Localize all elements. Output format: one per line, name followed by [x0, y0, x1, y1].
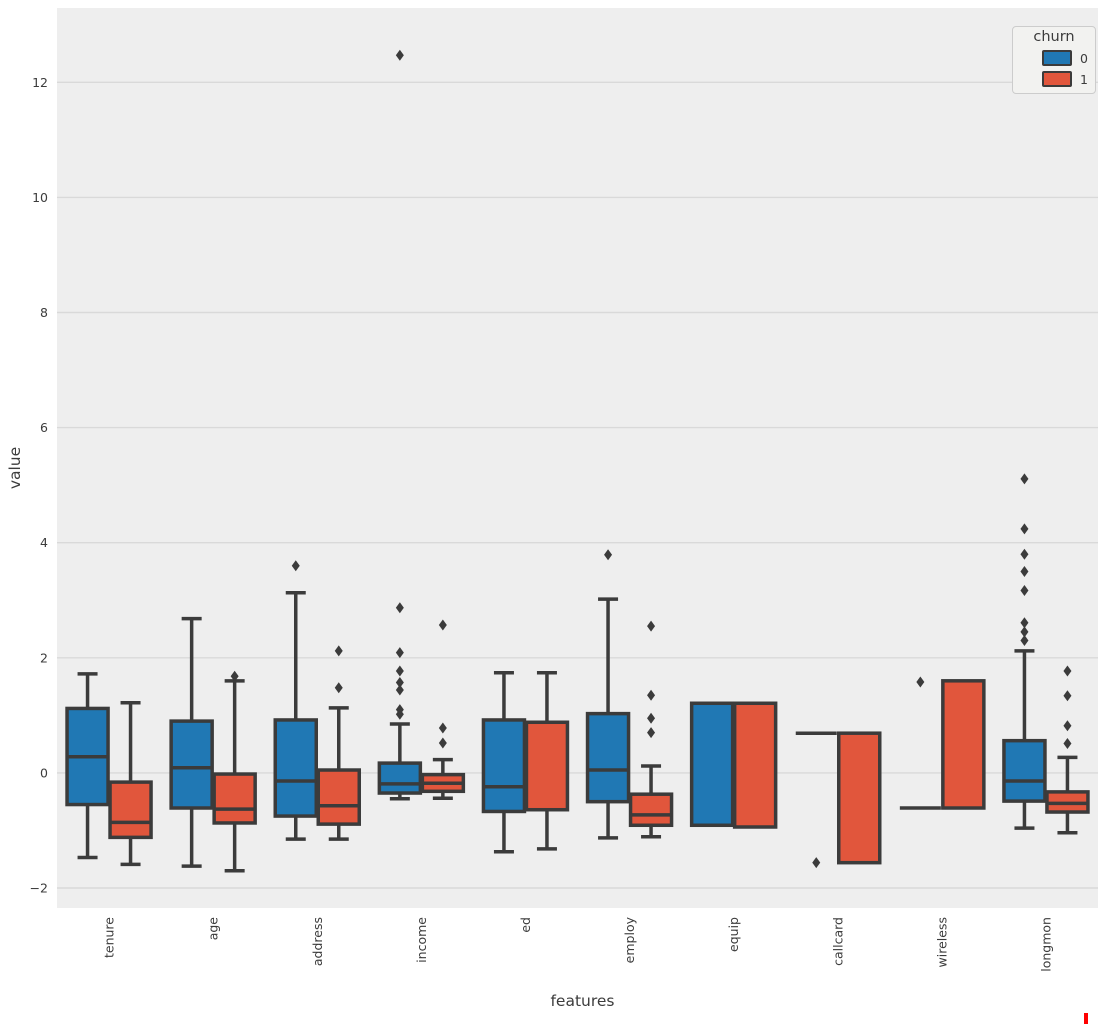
box-address-churn0-flier-0 — [291, 560, 300, 572]
box-address-churn1-flier-0 — [334, 645, 343, 657]
xtick-label-age: age — [206, 917, 221, 941]
box-tenure-churn1 — [108, 780, 153, 840]
box-longmon-churn0-flier-4 — [1020, 584, 1029, 596]
box-income-churn0-flier-3 — [395, 665, 404, 677]
box-longmon-churn0-flier-2 — [1020, 548, 1029, 560]
legend-item-churn-1: 1 — [1020, 71, 1088, 87]
legend-swatch-churn-0-icon — [1042, 50, 1072, 66]
ytick-label--2: −2 — [30, 881, 48, 896]
xtick-label-address: address — [310, 917, 325, 966]
box-employ-churn1-flier-0 — [647, 620, 656, 632]
box-income-churn0-flier-2 — [395, 647, 404, 659]
legend-item-churn-0: 0 — [1020, 50, 1088, 66]
x-axis-label: features — [550, 992, 614, 1010]
box-longmon-churn1-flier-3 — [1063, 738, 1072, 750]
box-employ-churn1-flier-3 — [647, 727, 656, 739]
ytick-label-12: 12 — [32, 75, 48, 90]
box-income-churn0-flier-5 — [395, 684, 404, 696]
box-age-churn1 — [212, 772, 257, 825]
box-callcard-churn1 — [837, 731, 882, 865]
text-cursor-artifact — [1084, 1013, 1088, 1024]
box-age-churn1-flier-0 — [230, 670, 239, 682]
box-income-churn1-flier-0 — [438, 619, 447, 631]
ytick-label-2: 2 — [40, 650, 48, 665]
box-callcard-churn0-flier-0 — [812, 857, 821, 869]
box-longmon-churn0-flier-0 — [1020, 473, 1029, 485]
box-longmon-churn0-flier-1 — [1020, 523, 1029, 535]
box-wireless-churn1 — [941, 679, 986, 810]
box-income-churn1-flier-1 — [438, 722, 447, 734]
box-address-churn0 — [273, 718, 318, 818]
ytick-label-6: 6 — [40, 420, 48, 435]
xtick-label-income: income — [414, 917, 429, 963]
box-longmon-churn1-flier-1 — [1063, 690, 1072, 702]
box-income-churn1-flier-2 — [438, 737, 447, 749]
y-axis-label: value — [6, 447, 24, 489]
xtick-label-equip: equip — [726, 917, 741, 952]
box-employ-churn0 — [585, 711, 631, 804]
box-longmon-churn0-flier-6 — [1020, 626, 1029, 638]
box-longmon-churn0 — [1002, 738, 1047, 803]
box-ed-churn1 — [524, 720, 570, 812]
box-address-churn1-flier-1 — [334, 682, 343, 694]
ytick-label-8: 8 — [40, 305, 48, 320]
box-income-churn0 — [377, 761, 423, 795]
box-longmon-churn1-flier-0 — [1063, 665, 1072, 677]
box-employ-churn0-flier-0 — [604, 549, 613, 561]
box-income-churn0-flier-1 — [395, 602, 404, 614]
box-wireless-churn0-flier-0 — [916, 676, 925, 688]
legend-swatch-churn-1-icon — [1042, 71, 1072, 87]
xtick-label-tenure: tenure — [102, 917, 117, 958]
box-equip-churn1 — [732, 701, 778, 829]
box-equip-churn0 — [689, 701, 735, 828]
legend-label-churn-1: 1 — [1080, 71, 1088, 87]
xtick-label-employ: employ — [622, 916, 637, 963]
box-longmon-churn0-flier-7 — [1020, 635, 1029, 647]
box-employ-churn1 — [628, 792, 674, 828]
box-age-churn0 — [169, 719, 214, 810]
legend-title: churn — [1033, 29, 1075, 45]
box-longmon-churn0-flier-3 — [1020, 565, 1029, 577]
xtick-label-callcard: callcard — [830, 917, 845, 966]
box-income-churn0-flier-4 — [395, 677, 404, 689]
xtick-label-longmon: longmon — [1038, 917, 1053, 972]
legend: churn 0 1 — [1012, 26, 1096, 94]
box-income-churn0-flier-0 — [395, 49, 404, 61]
box-ed-churn0 — [481, 718, 527, 814]
box-address-churn1 — [316, 768, 361, 826]
xtick-label-wireless: wireless — [934, 917, 949, 967]
box-employ-churn1-flier-1 — [647, 689, 656, 701]
ytick-label-0: 0 — [40, 765, 48, 780]
ytick-label-4: 4 — [40, 535, 48, 550]
legend-label-churn-0: 0 — [1080, 50, 1088, 66]
box-longmon-churn1-flier-2 — [1063, 720, 1072, 732]
xtick-label-ed: ed — [518, 917, 533, 933]
box-employ-churn1-flier-2 — [647, 712, 656, 724]
box-income-churn0-flier-7 — [395, 708, 404, 720]
box-longmon-churn0-flier-5 — [1020, 617, 1029, 629]
ytick-label-10: 10 — [32, 190, 48, 205]
plot-area — [57, 8, 1098, 908]
